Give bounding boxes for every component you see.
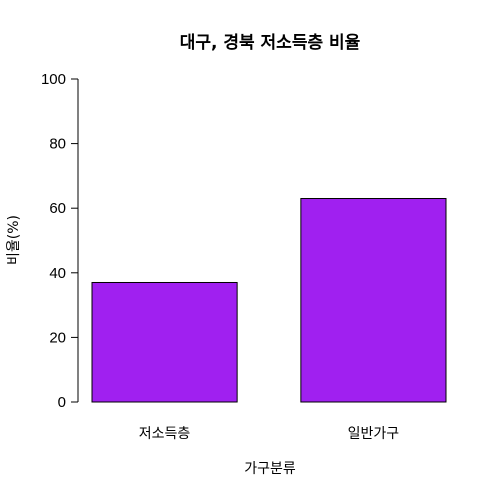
y-axis-label: 비율(%) [6,215,22,265]
bar [300,198,447,403]
y-tick-label: 0 [58,394,66,411]
category-labels: 저소득층 일반가구 [139,426,399,442]
bars [91,198,447,403]
y-tick-label: 80 [49,136,66,153]
y-tick-label: 100 [41,71,66,88]
y-tick-label: 60 [49,200,66,217]
x-axis-label: 가구분류 [244,461,296,477]
chart-title: 대구, 경북 저소득층 비율 [180,33,361,53]
bar [91,281,238,403]
x-category-label: 저소득층 [139,426,191,442]
y-axis-ticks: 0 20 40 60 80 100 [41,71,78,411]
y-tick-label: 20 [49,329,66,346]
y-tick-label: 40 [49,265,66,282]
x-category-label: 일반가구 [348,426,400,442]
